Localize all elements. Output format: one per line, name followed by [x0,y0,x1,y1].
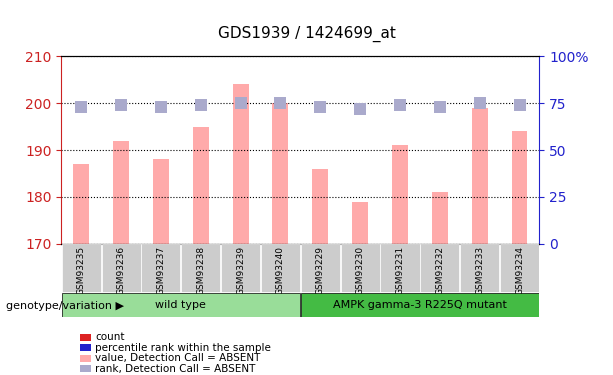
Text: rank, Detection Call = ABSENT: rank, Detection Call = ABSENT [95,364,256,374]
Text: GSM93230: GSM93230 [356,246,365,296]
Bar [392,146,408,244]
Text: genotype/variation ▶: genotype/variation ▶ [6,301,124,310]
Text: GSM93233: GSM93233 [475,246,484,296]
Text: GSM93229: GSM93229 [316,246,325,295]
Text: wild type: wild type [156,300,206,310]
FancyBboxPatch shape [221,244,260,292]
Text: percentile rank within the sample: percentile rank within the sample [95,343,271,352]
Bar [432,192,448,244]
Bar [312,169,329,244]
Text: count: count [95,332,124,342]
Text: GSM93240: GSM93240 [276,246,285,295]
Bar [233,84,249,244]
FancyBboxPatch shape [62,244,101,292]
Text: GSM93237: GSM93237 [156,246,166,296]
Bar [153,159,169,244]
Bar [74,164,89,244]
Text: GSM93235: GSM93235 [77,246,86,296]
Text: GSM93238: GSM93238 [196,246,205,296]
FancyBboxPatch shape [181,244,220,292]
FancyBboxPatch shape [460,244,499,292]
Bar [272,103,288,244]
Bar [472,108,488,244]
Text: GSM93232: GSM93232 [435,246,444,295]
FancyBboxPatch shape [500,244,539,292]
FancyBboxPatch shape [261,244,300,292]
FancyBboxPatch shape [301,293,539,316]
FancyBboxPatch shape [62,293,300,316]
Text: GDS1939 / 1424699_at: GDS1939 / 1424699_at [218,26,395,42]
FancyBboxPatch shape [381,244,419,292]
Text: GSM93236: GSM93236 [116,246,126,296]
Text: value, Detection Call = ABSENT: value, Detection Call = ABSENT [95,353,261,363]
Bar [511,131,527,244]
Bar [352,202,368,244]
Text: GSM93231: GSM93231 [395,246,405,296]
Text: GSM93239: GSM93239 [236,246,245,296]
Text: GSM93234: GSM93234 [515,246,524,295]
Text: AMPK gamma-3 R225Q mutant: AMPK gamma-3 R225Q mutant [333,300,507,310]
FancyBboxPatch shape [341,244,379,292]
FancyBboxPatch shape [421,244,459,292]
FancyBboxPatch shape [102,244,140,292]
Bar [113,141,129,244]
Bar [192,127,208,244]
FancyBboxPatch shape [301,244,340,292]
FancyBboxPatch shape [142,244,180,292]
